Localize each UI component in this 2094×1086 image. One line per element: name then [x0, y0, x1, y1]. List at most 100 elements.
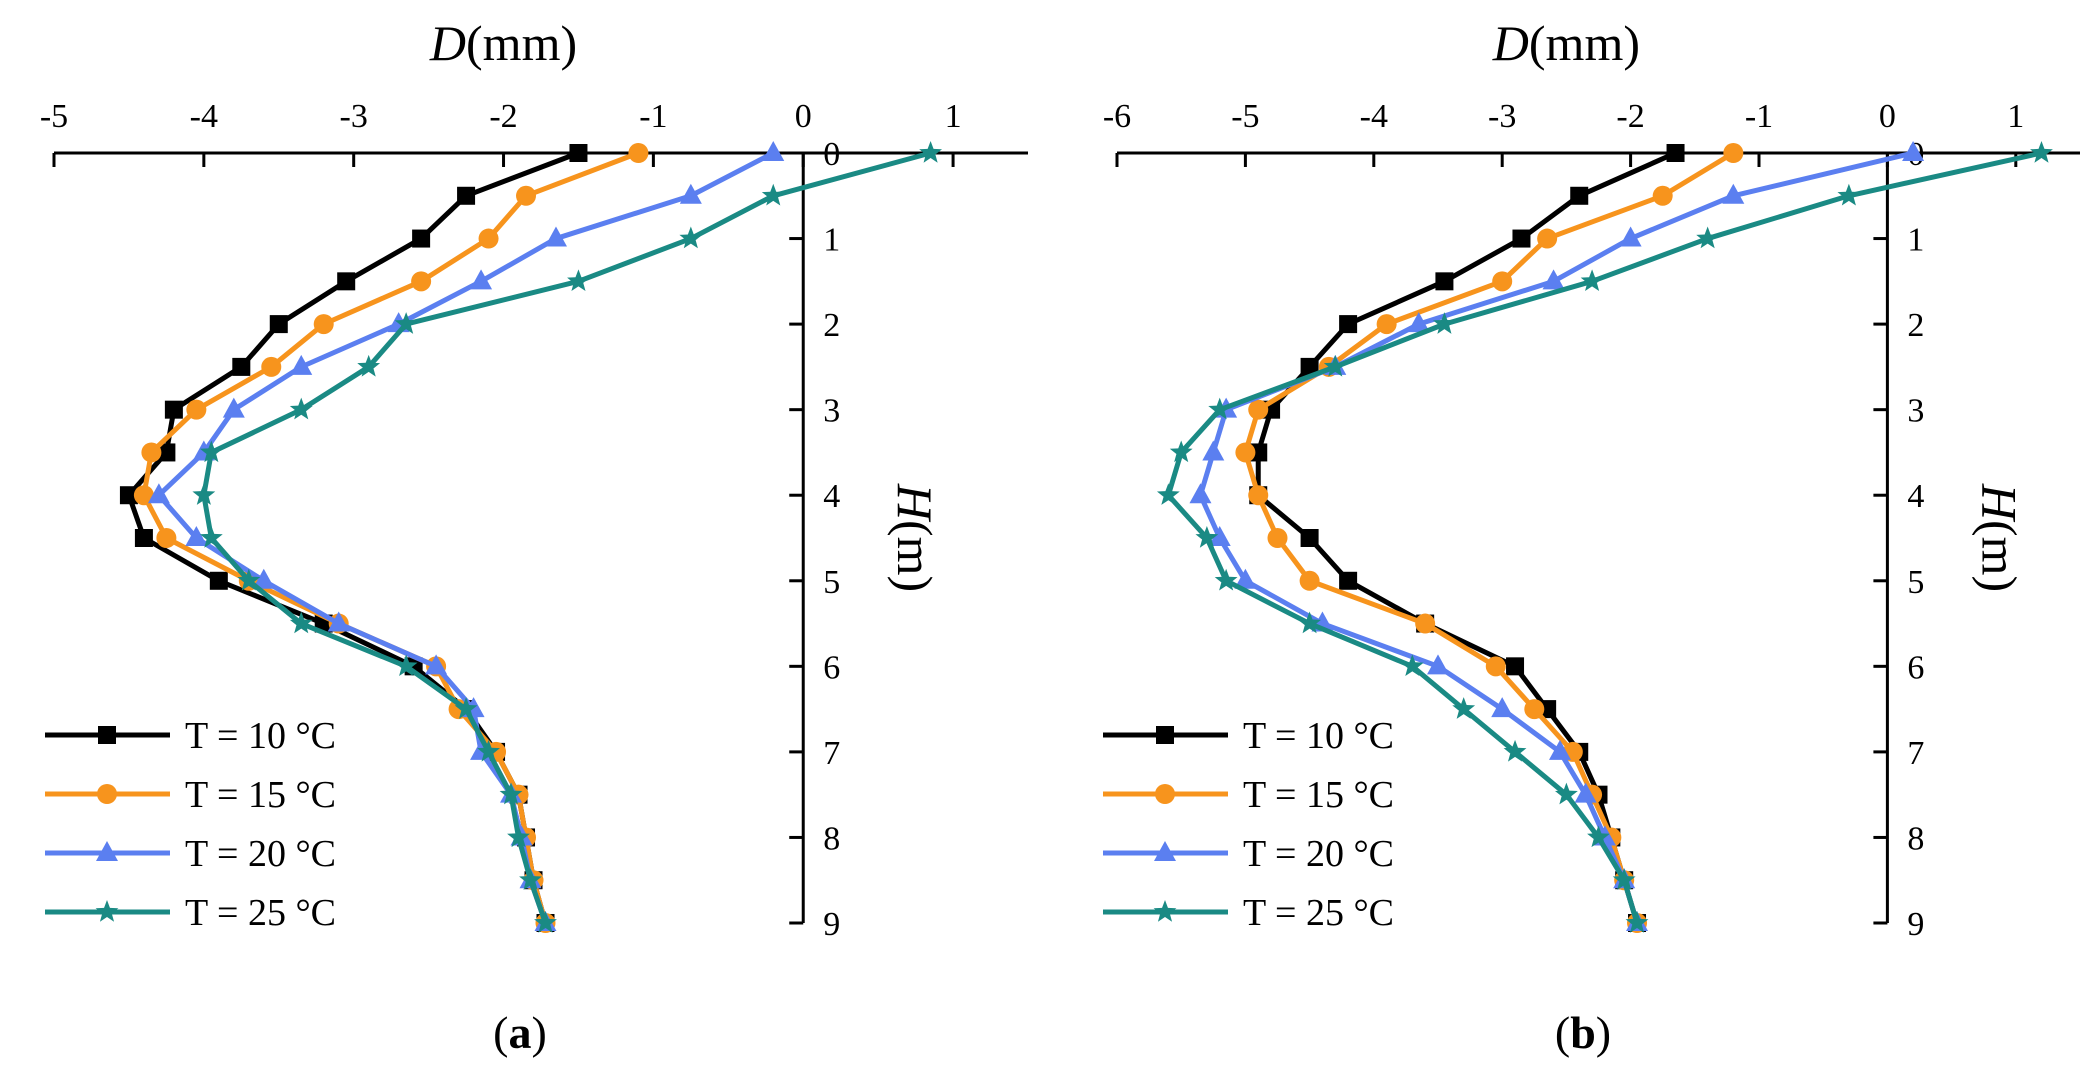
legend-label: T = 10 °C: [1243, 715, 1394, 757]
data-point: [237, 568, 261, 591]
legend-marker: [96, 841, 118, 861]
y-tick-label: 6: [823, 649, 840, 686]
data-point: [534, 911, 557, 933]
data-point: [2030, 141, 2053, 163]
data-point: [411, 271, 432, 292]
legend-label: T = 25 °C: [1243, 892, 1394, 934]
data-point: [1485, 656, 1506, 677]
data-point: [252, 568, 275, 589]
data-point: [477, 739, 500, 762]
data-point: [412, 229, 431, 248]
x-tick-label: -4: [190, 98, 218, 135]
legend-item: T = 15 °C: [45, 774, 336, 816]
data-point: [679, 183, 702, 204]
data-point: [232, 357, 251, 376]
data-point: [289, 611, 313, 634]
legend-item: T = 15 °C: [1103, 774, 1394, 816]
data-point: [164, 400, 183, 419]
data-point: [1248, 399, 1269, 420]
data-point: [1452, 697, 1476, 719]
data-point: [1195, 526, 1219, 548]
data-point: [761, 183, 785, 206]
data-point: [1189, 483, 1212, 504]
x-tick-label: 0: [795, 98, 812, 135]
panel-label-close: ): [1596, 1007, 1611, 1058]
data-point: [1542, 269, 1565, 290]
x-tick-label: -5: [1231, 98, 1259, 135]
data-point: [1298, 611, 1322, 634]
data-point: [478, 228, 499, 249]
data-point: [507, 825, 530, 848]
data-point: [1722, 183, 1745, 204]
data-point: [119, 486, 138, 505]
legend-marker: [1155, 784, 1175, 804]
series-4: [1156, 141, 2053, 933]
data-point: [261, 356, 282, 377]
data-point: [209, 571, 228, 590]
data-point: [1433, 312, 1456, 334]
data-point: [1267, 528, 1288, 548]
data-point: [569, 144, 588, 162]
data-point: [1376, 314, 1397, 335]
data-point: [185, 526, 208, 546]
data-point: [141, 442, 162, 463]
data-point: [1652, 185, 1673, 206]
panel-label: (a): [493, 1007, 547, 1058]
legend-item: T = 20 °C: [1103, 833, 1394, 875]
panel-label-open: (: [1555, 1007, 1570, 1058]
y-tick-label: 4: [823, 478, 840, 515]
data-point: [133, 485, 154, 506]
y-tick-label: 6: [1907, 649, 1924, 686]
data-point: [222, 397, 245, 418]
data-point: [762, 141, 785, 161]
panel-label-open: (: [493, 1007, 508, 1058]
y-tick-label: 1: [823, 222, 840, 259]
data-point: [1580, 269, 1604, 292]
y-tick-label: 2: [823, 307, 840, 344]
legend-marker: [1153, 900, 1177, 922]
y-axis-symbol: H: [1971, 483, 2027, 523]
y-tick-label: 7: [1907, 735, 1924, 772]
x-tick-label: -2: [1616, 98, 1644, 135]
data-point: [1300, 529, 1319, 547]
legend-marker: [95, 900, 119, 922]
y-tick-label: 5: [1907, 564, 1924, 601]
x-axis-title: D(mm): [1492, 15, 1640, 71]
x-tick-label: -5: [40, 98, 68, 135]
data-point: [157, 443, 176, 462]
chart-panel-a: -5 -4 -3 -2 -1 0 1 0 1 2 3 4 5 6 7 8 9 D(mm) H(m) T = 10 °C…: [40, 15, 1028, 1058]
data-point: [1339, 571, 1358, 590]
data-point: [1625, 911, 1649, 933]
panel-label-letter: b: [1570, 1007, 1596, 1058]
data-point: [457, 186, 476, 205]
data-point: [519, 868, 542, 890]
x-axis-unit: (mm): [466, 15, 577, 71]
legend-item: T = 20 °C: [45, 833, 336, 875]
data-point: [327, 611, 350, 632]
data-point: [1435, 272, 1454, 291]
data-point: [192, 483, 216, 505]
legend-label: T = 20 °C: [1243, 833, 1394, 875]
data-point: [1169, 440, 1193, 463]
data-point: [1415, 613, 1436, 634]
data-point: [357, 354, 381, 377]
data-point: [1503, 739, 1527, 762]
data-point: [1612, 868, 1636, 890]
data-point: [1554, 782, 1578, 805]
data-point: [337, 272, 356, 291]
data-point: [134, 529, 153, 547]
x-axis-symbol: D: [429, 15, 466, 71]
y-tick-label: 2: [1907, 307, 1924, 344]
series-3: [1189, 141, 1925, 931]
data-point: [679, 226, 703, 249]
data-point: [1156, 483, 1180, 505]
legend-item: T = 10 °C: [1103, 715, 1394, 757]
data-point: [1248, 485, 1269, 506]
y-axis-unit: (m): [1971, 520, 2027, 592]
y-tick-label: 9: [1907, 906, 1924, 943]
data-point: [1587, 825, 1610, 848]
legend-item: T = 25 °C: [1103, 892, 1394, 934]
data-point: [199, 526, 223, 548]
data-point: [394, 654, 418, 677]
